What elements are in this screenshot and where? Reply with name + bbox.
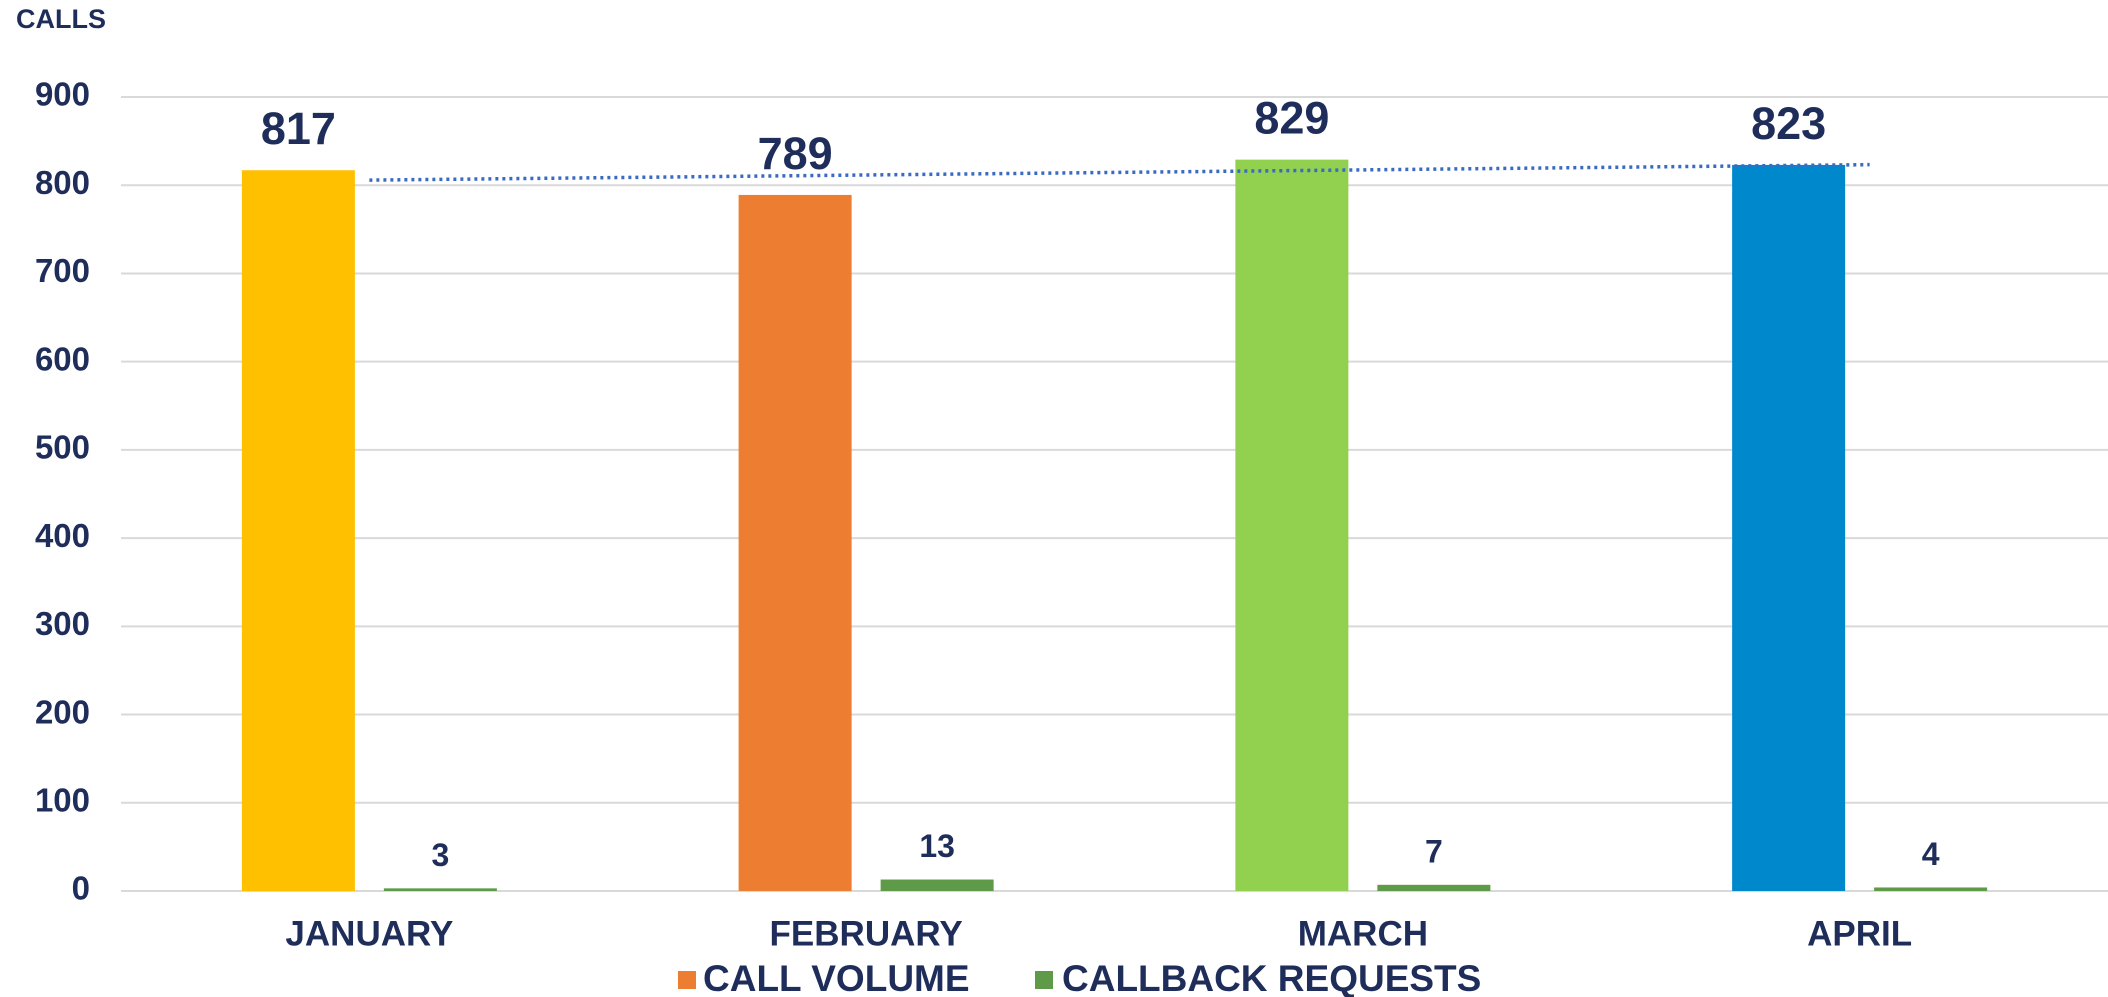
x-tick-label: FEBRUARY — [770, 914, 963, 953]
trendline — [369, 162, 1870, 182]
bar — [880, 879, 994, 891]
legend-label: CALLBACK REQUESTS — [1062, 958, 1481, 997]
bar — [1874, 887, 1988, 891]
x-tick-label: JANUARY — [285, 914, 453, 953]
data-label: 7 — [1425, 833, 1443, 869]
y-tick-label: 700 — [35, 252, 90, 289]
y-tick-label: 900 — [35, 76, 90, 113]
y-tick-label: 400 — [35, 517, 90, 554]
data-label: 789 — [758, 128, 833, 179]
y-tick-label: 0 — [72, 870, 90, 907]
data-label: 3 — [431, 837, 449, 873]
bar — [1732, 164, 1846, 892]
x-tick-label: APRIL — [1807, 914, 1912, 953]
y-tick-label: 500 — [35, 429, 90, 466]
data-label: 829 — [1254, 93, 1329, 144]
legend-label: CALL VOLUME — [703, 958, 970, 997]
bar — [738, 194, 852, 892]
data-label: 13 — [919, 828, 955, 864]
y-tick-label: 800 — [35, 164, 90, 201]
y-tick-label: 300 — [35, 605, 90, 642]
legend-swatch — [1035, 971, 1053, 989]
bar — [241, 170, 355, 892]
y-axis-label: CALLS — [16, 4, 106, 34]
bar — [1377, 884, 1491, 891]
y-tick-label: 200 — [35, 693, 90, 730]
legend-swatch — [678, 971, 696, 989]
data-label: 4 — [1922, 836, 1940, 872]
y-tick-label: 600 — [35, 340, 90, 377]
bar — [1235, 159, 1349, 892]
y-tick-label: 100 — [35, 781, 90, 818]
x-tick-label: MARCH — [1298, 914, 1428, 953]
data-label: 817 — [261, 103, 336, 154]
data-label: 823 — [1751, 98, 1826, 149]
bar — [383, 888, 497, 891]
